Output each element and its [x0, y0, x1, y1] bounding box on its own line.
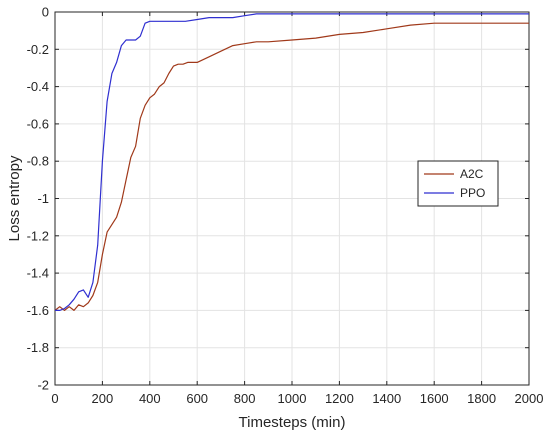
y-axis-title: Loss entropy — [6, 155, 23, 241]
x-tick-label: 1200 — [325, 391, 354, 406]
x-tick-label: 400 — [139, 391, 161, 406]
x-tick-label: 1000 — [278, 391, 307, 406]
y-tick-label: 0 — [42, 5, 49, 20]
legend: A2C PPO — [417, 160, 499, 207]
legend-box — [417, 160, 499, 207]
series-line-ppo — [55, 13, 529, 311]
x-tick-label: 800 — [234, 391, 256, 406]
legend-label-ppo: PPO — [460, 186, 485, 200]
x-tick-label: 0 — [51, 391, 58, 406]
y-tick-label: -0.6 — [27, 116, 49, 131]
series-line-a2c — [54, 22, 529, 311]
x-axis-title: Timesteps (min) — [239, 414, 346, 431]
x-tick-label: 200 — [92, 391, 114, 406]
y-tick-label: -1.4 — [27, 266, 49, 281]
y-tick-label: -1.8 — [27, 340, 49, 355]
series-lines — [54, 13, 529, 311]
x-tick-label: 1600 — [420, 391, 449, 406]
legend-label-a2c: A2C — [460, 167, 484, 181]
y-tick-label: -0.2 — [27, 42, 49, 57]
y-tick-label: -1.2 — [27, 228, 49, 243]
y-tick-label: -1.6 — [27, 303, 49, 318]
x-tick-label: 1800 — [467, 391, 496, 406]
x-tick-label: 600 — [186, 391, 208, 406]
x-tick-label: 2000 — [515, 391, 544, 406]
y-tick-label: -0.4 — [27, 79, 49, 94]
y-tick-label: -2 — [37, 378, 49, 393]
x-tick-label: 1400 — [372, 391, 401, 406]
y-tick-label: -1 — [37, 191, 49, 206]
y-tick-label: -0.8 — [27, 154, 49, 169]
axis-ticks: 0 200 400 600 800 1000 1200 1400 1600 1800 2000 0 -0… — [27, 5, 544, 407]
